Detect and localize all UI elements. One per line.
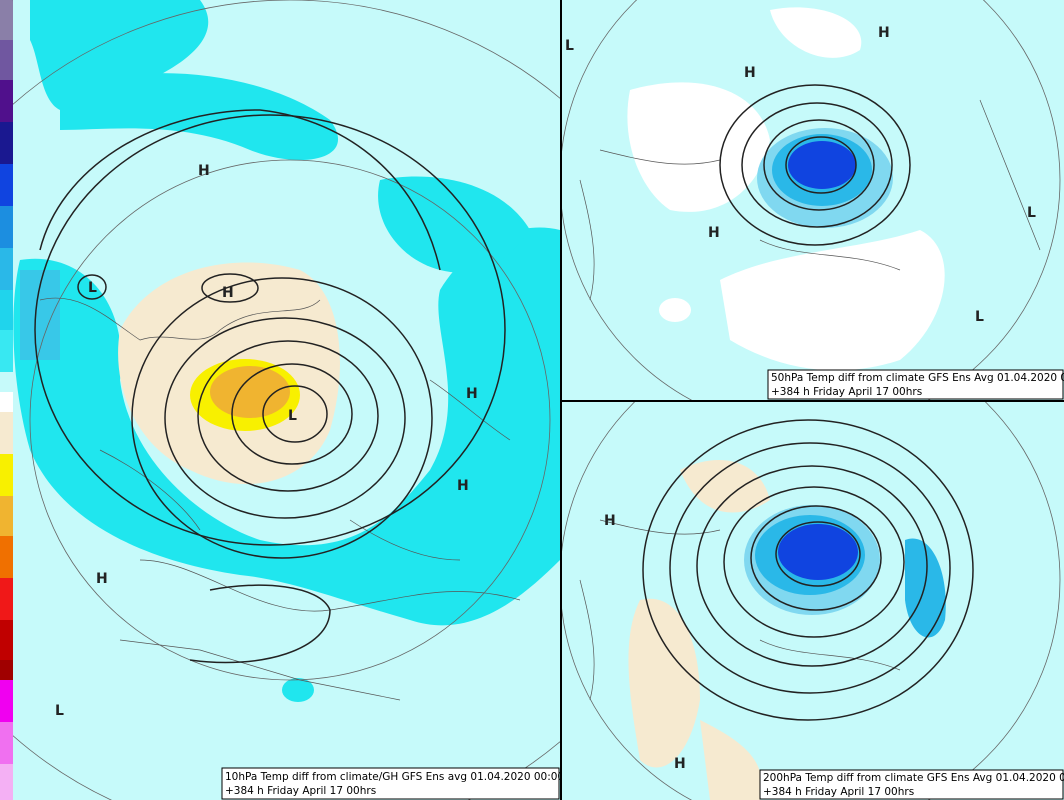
pressure-label: H bbox=[198, 163, 210, 179]
pressure-label: H bbox=[744, 65, 756, 81]
pressure-label: L bbox=[88, 280, 97, 296]
caption: 50hPa Temp diff from climate GFS Ens Avg… bbox=[771, 372, 1064, 384]
pressure-label: L bbox=[975, 309, 984, 325]
pressure-label: L bbox=[565, 38, 574, 54]
pressure-label: H bbox=[878, 25, 890, 41]
pressure-label: H bbox=[466, 386, 478, 402]
caption-box: 50hPa Temp diff from climate GFS Ens Avg… bbox=[767, 369, 1064, 400]
panel-200hpa: H H bbox=[562, 402, 1064, 800]
caption: +384 h Friday April 17 00hrs bbox=[771, 386, 922, 398]
pressure-label: H bbox=[96, 571, 108, 587]
caption: 10hPa Temp diff from climate/GH GFS Ens … bbox=[225, 771, 564, 783]
pressure-label: H bbox=[604, 513, 616, 529]
pressure-label: L bbox=[1027, 205, 1036, 221]
pressure-label: H bbox=[457, 478, 469, 494]
pressure-label: H bbox=[708, 225, 720, 241]
panel-10hpa: H L H L H H H L bbox=[13, 0, 560, 800]
caption-box: 200hPa Temp diff from climate GFS Ens Av… bbox=[759, 769, 1064, 800]
pressure-label: L bbox=[55, 703, 64, 719]
pressure-label: L bbox=[288, 408, 297, 424]
panel-50hpa: L H H H L L bbox=[562, 0, 1064, 400]
caption: 200hPa Temp diff from climate GFS Ens Av… bbox=[763, 772, 1064, 784]
pressure-label: H bbox=[674, 756, 686, 772]
pressure-label: H bbox=[222, 285, 234, 301]
caption-box: 10hPa Temp diff from climate/GH GFS Ens … bbox=[221, 767, 564, 800]
caption: +384 h Friday April 17 00hrs bbox=[763, 786, 914, 798]
caption: +384 h Friday April 17 00hrs bbox=[225, 785, 376, 797]
